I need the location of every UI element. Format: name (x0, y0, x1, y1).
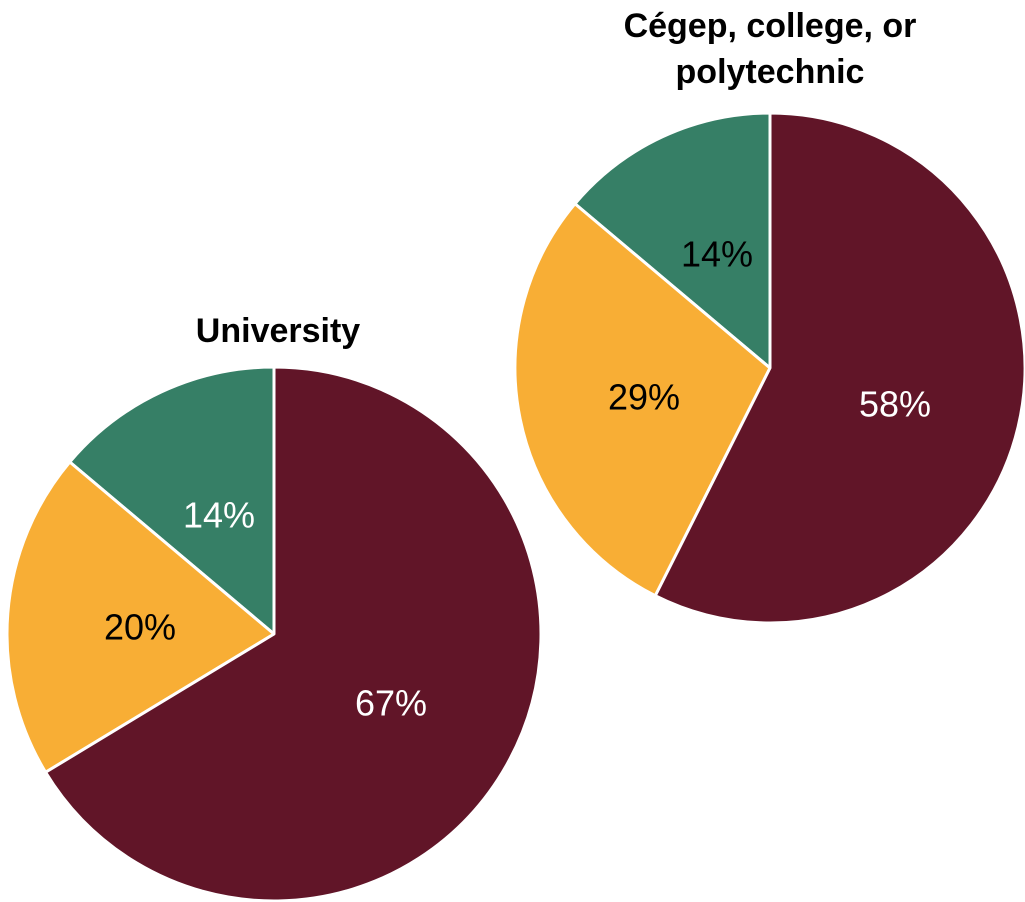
college-pie-slice-1 (653, 111, 1025, 625)
university-pie-slice-3 (68, 365, 276, 636)
university-pie-slice-3-label: 14% (183, 495, 255, 536)
university-pie-slice-1-label: 67% (355, 683, 427, 724)
university-pie-title-line-1: University (196, 312, 360, 350)
college-pie-slice-1-label: 58% (859, 384, 931, 425)
college-pie-title-line-2: polytechnic (676, 53, 865, 91)
college-pie-slice-2-label: 29% (608, 377, 680, 418)
college-pie-slice-3 (573, 111, 772, 370)
college-pie-slice-3-label: 14% (681, 234, 753, 275)
college-pie: Cégep, college, or polytechnic 58% 29% 14% (513, 7, 1025, 625)
university-pie-slice-2-label: 20% (104, 607, 176, 648)
college-pie-title-line-1: Cégep, college, or (624, 7, 917, 45)
university-pie-slice-2 (5, 460, 276, 774)
university-pie: University 67% 20% 14% (5, 312, 543, 902)
university-pie-slice-1 (44, 365, 543, 902)
college-pie-slice-2 (513, 202, 772, 598)
